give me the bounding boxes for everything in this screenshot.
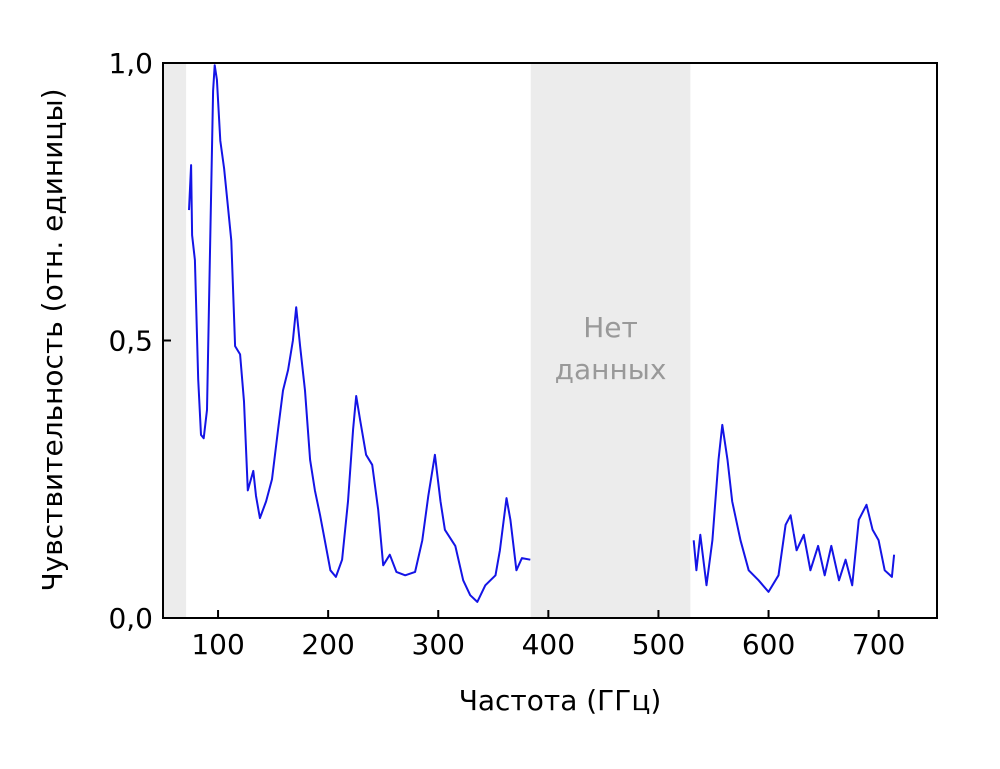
no-data-region <box>530 63 691 618</box>
x-tick-label: 700 <box>852 628 905 661</box>
annotation: данных <box>555 353 667 386</box>
y-axis-label: Чувствительность (отн. единицы) <box>36 88 69 591</box>
no-data-region <box>163 63 187 618</box>
x-tick-label: 200 <box>301 628 354 661</box>
y-tick-label: 1,0 <box>108 47 153 80</box>
x-tick-label: 300 <box>412 628 465 661</box>
annotation: Нет <box>583 311 638 344</box>
y-tick-label: 0,0 <box>108 602 153 635</box>
data-line <box>188 64 896 603</box>
x-axis-label: Частота (ГГц) <box>459 684 662 717</box>
x-tick-label: 400 <box>522 628 575 661</box>
x-tick-label: 500 <box>632 628 685 661</box>
x-tick-label: 100 <box>191 628 244 661</box>
y-tick-label: 0,5 <box>108 325 153 358</box>
x-tick-label: 600 <box>742 628 795 661</box>
